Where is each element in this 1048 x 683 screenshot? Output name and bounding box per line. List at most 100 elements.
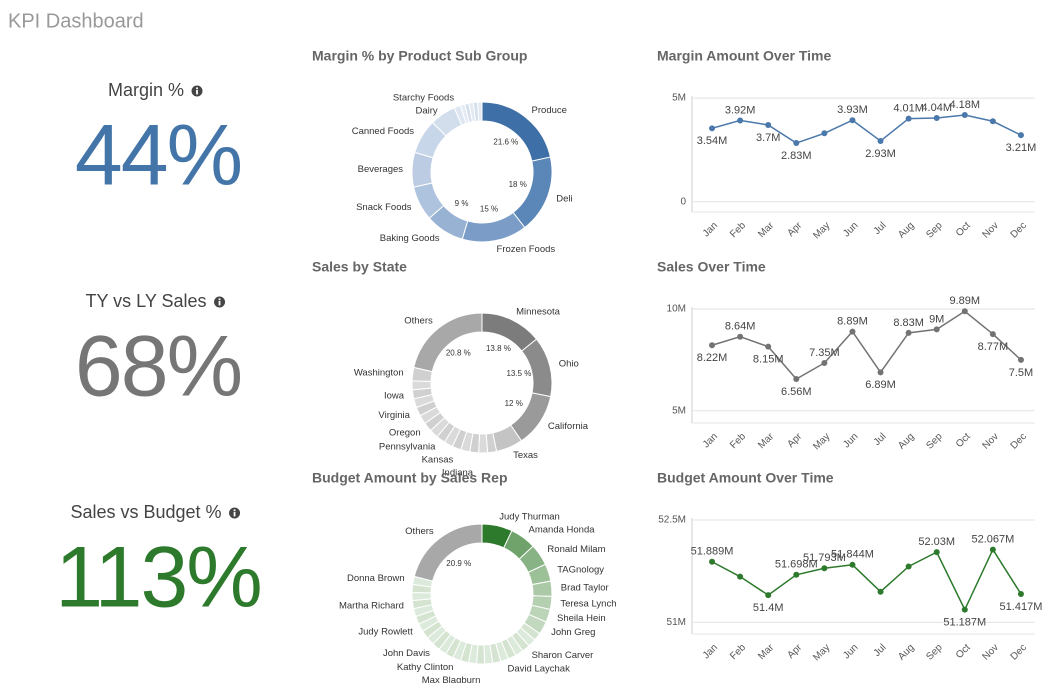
value-label: 9M — [929, 313, 944, 325]
category-label: Ronald Milam — [547, 544, 605, 555]
marker — [737, 117, 744, 124]
marker — [961, 308, 968, 315]
value-label: 20.9 % — [446, 559, 471, 568]
value-label: 51.187M — [943, 617, 986, 629]
x-tick-label: Jan — [701, 220, 720, 239]
value-label: 3.93M — [837, 104, 868, 116]
category-label: Canned Foods — [352, 126, 415, 137]
info-icon-dot — [218, 298, 221, 300]
marker — [989, 546, 996, 553]
marker — [961, 112, 968, 119]
marker — [709, 125, 716, 132]
category-label: Others — [405, 526, 434, 537]
category-label: Virginia — [378, 410, 410, 421]
donut-segment — [413, 312, 483, 373]
value-label: 12 % — [505, 399, 523, 408]
value-label: 8.15M — [753, 354, 784, 366]
y-tick-label: 0 — [680, 196, 686, 207]
category-label: Indiana — [442, 467, 474, 478]
category-label: Ohio — [559, 359, 579, 370]
value-label: 13.5 % — [506, 369, 531, 378]
value-label: 4.04M — [921, 102, 952, 114]
marker — [877, 369, 884, 376]
kpi-value: 44% — [75, 108, 241, 204]
kpi-value: 113% — [55, 530, 261, 626]
marker — [709, 558, 716, 565]
value-label: 13.8 % — [486, 344, 511, 353]
x-tick-label: Sep — [924, 431, 945, 452]
x-tick-label: Jan — [701, 642, 720, 661]
value-label: 8.77M — [978, 341, 1009, 353]
marker — [737, 573, 744, 580]
x-tick-label: Jul — [872, 431, 889, 448]
chart-title: Budget Amount Over Time — [657, 470, 834, 486]
marker — [793, 376, 800, 383]
donut-segment — [411, 380, 432, 391]
x-tick-label: Oct — [954, 431, 973, 450]
marker — [709, 342, 716, 349]
x-tick-label: Sep — [924, 220, 945, 241]
value-label: 3.54M — [697, 135, 728, 147]
value-label: 6.56M — [781, 386, 812, 398]
value-label: 51.698M — [775, 559, 818, 571]
category-label: Pennsylvania — [379, 441, 436, 452]
y-tick-label: 5M — [672, 405, 686, 416]
marker — [877, 588, 884, 595]
category-label: Produce — [532, 105, 567, 116]
y-tick-label: 51M — [667, 617, 686, 628]
category-label: Sheila Hein — [557, 613, 606, 624]
marker — [933, 114, 940, 121]
x-tick-label: Nov — [981, 642, 1001, 662]
category-label: Judy Thurman — [499, 511, 560, 522]
kpi-label: TY vs LY Sales — [85, 291, 206, 311]
marker — [905, 563, 912, 570]
value-label: 3.92M — [725, 104, 756, 116]
x-tick-label: Nov — [981, 431, 1001, 451]
category-label: Frozen Foods — [497, 244, 556, 255]
value-label: 20.8 % — [446, 348, 471, 357]
category-label: Washington — [354, 367, 404, 378]
marker — [905, 115, 912, 122]
category-label: Max Blagburn — [422, 675, 481, 683]
marker — [765, 122, 772, 128]
x-tick-label: Mar — [756, 642, 776, 662]
value-label: 7.35M — [809, 347, 840, 359]
x-tick-label: Dec — [1009, 220, 1029, 240]
line — [711, 548, 1022, 612]
category-label: Donna Brown — [347, 573, 405, 584]
info-icon-bar — [218, 300, 221, 306]
info-icon-bar — [233, 511, 236, 517]
x-tick-label: Feb — [728, 642, 748, 662]
line — [711, 114, 1022, 144]
donut-segment — [413, 523, 483, 582]
value-label: 52.067M — [971, 533, 1014, 545]
value-label: 52.03M — [918, 536, 955, 548]
value-label: 8.83M — [893, 317, 924, 329]
info-icon-dot — [196, 87, 198, 89]
value-label: 2.93M — [865, 148, 896, 160]
value-label: 9.89M — [950, 295, 981, 307]
y-tick-label: 52.5M — [658, 515, 686, 526]
category-label: TAGnology — [557, 564, 604, 575]
marker — [1017, 356, 1024, 363]
value-label: 8.22M — [697, 352, 728, 364]
category-label: John Davis — [383, 648, 430, 659]
value-label: 51.793M — [803, 552, 846, 564]
category-label: Minnesota — [516, 306, 561, 317]
dashboard-title: KPI Dashboard — [8, 10, 144, 32]
category-label: Martha Richard — [339, 601, 404, 612]
x-tick-label: Sep — [924, 642, 945, 663]
y-tick-label: 10M — [667, 304, 686, 315]
x-tick-label: Oct — [954, 220, 973, 239]
x-tick-label: Apr — [785, 642, 804, 661]
chart-title: Sales Over Time — [657, 259, 766, 275]
value-label: 51.844M — [831, 549, 874, 561]
value-label: 15 % — [480, 204, 498, 213]
marker — [765, 343, 772, 350]
marker — [1017, 590, 1024, 597]
x-tick-label: May — [811, 220, 832, 241]
marker — [821, 565, 828, 572]
x-tick-label: Aug — [896, 220, 916, 240]
